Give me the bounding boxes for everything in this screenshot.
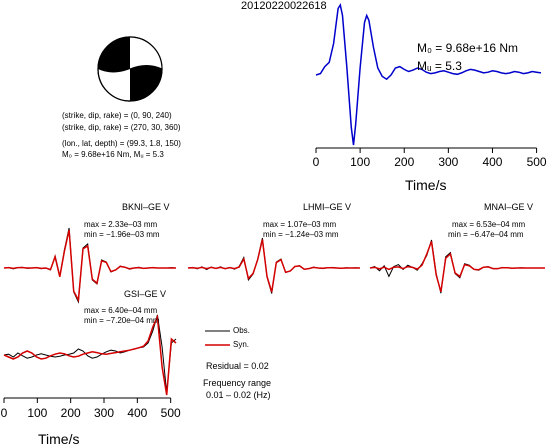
stf-tick-label: 500: [527, 155, 547, 169]
mechanism-line-4: M₀ = 9.68e+16 Nm, Mᵤ = 5.3: [62, 150, 164, 159]
station-label-mnai: MNAI–GE V: [484, 202, 534, 212]
syn-trace: [369, 241, 545, 293]
wave-tick-label: 400: [127, 406, 147, 420]
wave-tick-label: 300: [94, 406, 114, 420]
station-label-gsi: GSI–GE V: [124, 289, 167, 299]
legend-syn-label: Syn.: [233, 340, 250, 349]
station-min-bkni: min = −1.96e–03 mm: [84, 230, 160, 239]
station-max-mnai: max = 6.53e–04 mm: [452, 220, 526, 229]
station-min-mnai: min = −6.47e–04 mm: [448, 230, 524, 239]
freq-value: 0.01 – 0.02 (Hz): [206, 390, 271, 400]
station-max-bkni: max = 2.33e–03 mm: [84, 220, 158, 229]
station-min-gsi: min = −7.20e–04 mm: [84, 316, 160, 325]
stf-tick-label: 0: [313, 155, 320, 169]
station-label-bkni: BKNI–GE V: [122, 202, 170, 212]
stf-tick-label: 400: [482, 155, 502, 169]
obs-trace: [3, 314, 177, 394]
wave-tick-label: 500: [161, 406, 181, 420]
mechanism-line-3: (lon., lat, depth) = (99.3, 1.8, 150): [62, 139, 181, 148]
stf-mw-label: Mᵤ = 5.3: [417, 59, 462, 73]
residual-label: Residual = 0.02: [206, 361, 269, 371]
legend-obs-swatch: [205, 330, 230, 332]
stf-tick-label: 200: [394, 155, 414, 169]
wave-xlabel: Time/s: [38, 431, 80, 447]
wave-tick-label: 0: [1, 406, 8, 420]
stf-tick-label: 100: [350, 155, 370, 169]
figure-title: 20120220022618: [241, 0, 327, 12]
stf-xlabel: Time/s: [405, 177, 447, 193]
obs-trace: [187, 237, 361, 294]
stf-tick-label: 300: [438, 155, 458, 169]
mechanism-line-2: (strike, dip, rake) = (270, 30, 360): [62, 123, 181, 132]
syn-trace: [187, 239, 360, 293]
freq-title: Frequency range: [203, 378, 272, 388]
stf-line: [315, 3, 542, 146]
mechanism-line-1: (strike, dip, rake) = (0, 90, 240): [62, 111, 172, 120]
station-min-lhmi: min = −1.24e–03 mm: [263, 230, 339, 239]
stf-m0-label: M₀ = 9.68e+16 Nm: [417, 41, 519, 55]
legend-obs-label: Obs.: [233, 326, 250, 335]
beachball-icon: [97, 36, 163, 102]
syn-trace: [3, 314, 177, 396]
wave-tick-label: 200: [61, 406, 81, 420]
wave-tick-label: 100: [27, 406, 47, 420]
legend-syn-swatch: [205, 344, 230, 346]
station-max-gsi: max = 6.40e–04 mm: [84, 306, 158, 315]
station-max-lhmi: max = 1.07e–03 mm: [263, 220, 337, 229]
station-label-lhmi: LHMI–GE V: [303, 202, 352, 212]
syn-trace: [3, 229, 176, 303]
